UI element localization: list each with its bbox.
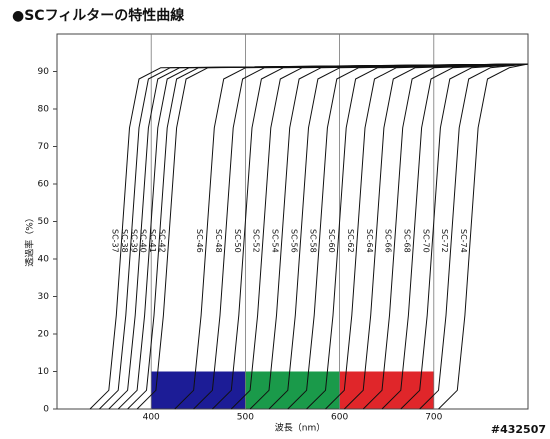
y-tick-label: 30	[38, 292, 50, 302]
transmission-curve	[438, 63, 529, 410]
y-axis-label: 透過率（%）	[24, 213, 36, 267]
series-label: SC-58	[308, 229, 317, 253]
transmission-curve	[381, 63, 529, 410]
color-band	[151, 371, 246, 409]
transmission-curve	[212, 63, 529, 410]
transmission-curve	[230, 63, 529, 410]
x-tick-label: 600	[331, 413, 348, 423]
transmission-curve	[268, 63, 529, 410]
series-label: SC-39	[129, 229, 138, 253]
transmission-curve	[400, 63, 529, 410]
y-tick-label: 90	[38, 67, 50, 77]
transmission-curve	[193, 63, 529, 410]
transmission-curve	[127, 63, 529, 410]
transmission-curve	[287, 63, 529, 410]
x-tick-label: 500	[237, 413, 254, 423]
series-label: SC-54	[271, 229, 280, 253]
transmission-curve	[99, 63, 529, 410]
transmission-curve	[419, 63, 529, 410]
series-label: SC-46	[195, 229, 204, 253]
watermark: #432507	[491, 423, 546, 436]
series-label: SC-37	[110, 229, 119, 253]
x-tick-label: 700	[425, 413, 442, 423]
chart-title: ●SCフィルターの特性曲線	[12, 7, 184, 24]
transmission-curve	[306, 63, 529, 410]
transmission-curve	[325, 63, 529, 410]
y-tick-label: 40	[38, 255, 50, 265]
color-band	[245, 371, 340, 409]
series-label: SC-50	[233, 229, 242, 253]
x-axis-label: 波長（nm）	[275, 422, 325, 434]
transmission-curve	[174, 63, 529, 410]
series-label: SC-48	[214, 229, 223, 253]
x-tick-label: 400	[143, 413, 160, 423]
y-tick-label: 50	[38, 217, 50, 227]
series-label: SC-60	[327, 229, 336, 253]
y-tick-label: 20	[38, 330, 50, 340]
series-label: SC-62	[346, 229, 355, 253]
transmission-curve	[108, 63, 529, 410]
plot-frame	[56, 33, 529, 410]
series-label: SC-41	[148, 229, 157, 253]
y-tick-label: 0	[43, 405, 49, 415]
y-tick-label: 80	[38, 105, 50, 115]
transmission-curve	[362, 63, 529, 410]
series-label: SC-74	[459, 229, 468, 253]
transmission-curve	[89, 63, 529, 410]
y-tick-label: 70	[38, 142, 50, 152]
transmission-curve	[249, 63, 529, 410]
transmission-curve	[117, 63, 529, 410]
series-label: SC-42	[158, 229, 167, 253]
series-label: SC-72	[440, 229, 449, 253]
series-label: SC-38	[120, 229, 129, 253]
transmission-curve	[343, 63, 529, 410]
series-label: SC-56	[289, 229, 298, 253]
series-label: SC-64	[365, 229, 374, 253]
series-label: SC-40	[139, 229, 148, 253]
series-label: SC-68	[402, 229, 411, 253]
series-label: SC-52	[252, 229, 261, 253]
transmission-curve	[136, 63, 529, 410]
y-tick-label: 60	[38, 180, 50, 190]
y-tick-label: 10	[38, 367, 50, 377]
color-band	[339, 371, 434, 409]
series-label: SC-66	[384, 229, 393, 253]
series-label: SC-70	[421, 229, 430, 253]
